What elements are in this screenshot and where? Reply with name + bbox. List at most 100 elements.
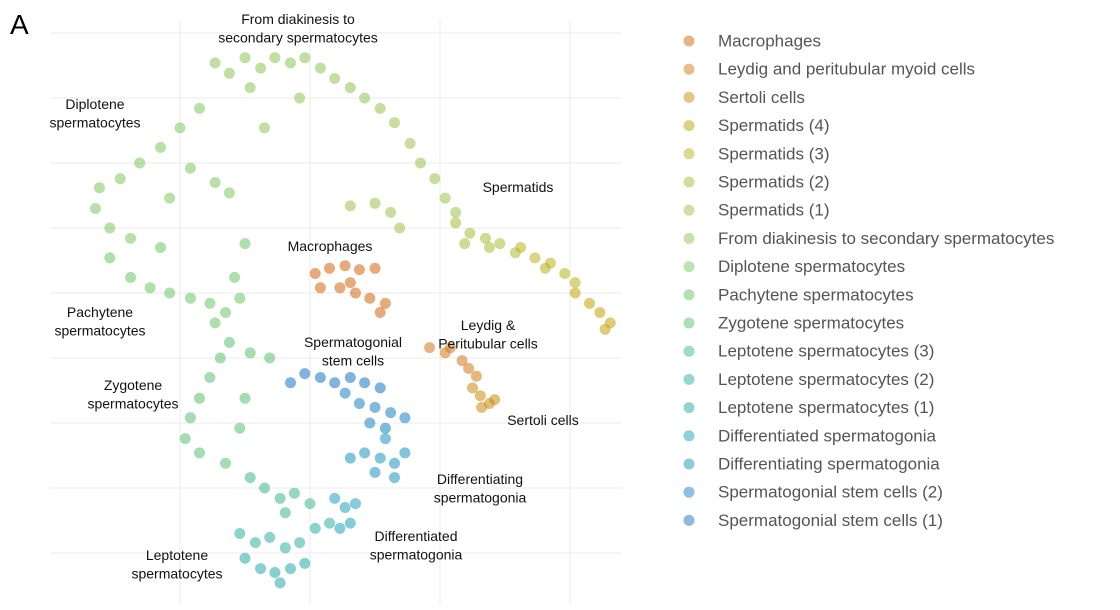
point	[144, 282, 156, 294]
point	[104, 222, 116, 234]
point	[285, 377, 296, 389]
point	[264, 531, 276, 543]
point	[125, 232, 137, 244]
point	[274, 492, 286, 504]
point	[334, 522, 346, 534]
point	[389, 457, 400, 469]
point	[359, 92, 371, 104]
point	[279, 542, 291, 554]
point	[184, 292, 196, 304]
point	[264, 352, 276, 364]
legend-label: Spermatids (1)	[718, 201, 829, 220]
annotation: Spermatogonial	[304, 334, 402, 350]
point	[309, 268, 321, 279]
legend-label: Leptotene spermatocytes (3)	[718, 342, 934, 361]
annotation: Pachytene	[67, 304, 133, 320]
annotation: Zygotene	[104, 377, 163, 393]
point	[509, 247, 521, 259]
point	[299, 557, 311, 569]
legend-marker	[683, 120, 695, 132]
annotation: Leydig &	[461, 317, 516, 333]
legend-label: Differentiated spermatogonia	[718, 426, 937, 445]
legend-marker	[683, 514, 695, 526]
point	[569, 277, 581, 289]
point	[259, 122, 270, 134]
point	[239, 392, 251, 404]
legend-marker	[683, 204, 695, 216]
point	[179, 433, 191, 445]
annotation: Differentiating	[437, 471, 523, 487]
point	[379, 422, 391, 434]
annotation: secondary spermatocytes	[218, 30, 378, 46]
point	[476, 401, 488, 413]
legend-marker	[683, 317, 695, 329]
point	[389, 117, 400, 129]
point	[439, 192, 451, 204]
point	[489, 394, 501, 406]
point	[474, 390, 486, 402]
annotation: spermatocytes	[131, 566, 222, 582]
point	[339, 387, 351, 399]
point	[344, 372, 356, 383]
legend-marker	[683, 402, 695, 414]
point	[125, 271, 137, 283]
point	[294, 92, 306, 104]
annotation: Sertoli cells	[507, 412, 579, 428]
point	[285, 57, 296, 69]
point	[369, 401, 381, 413]
point	[324, 517, 335, 529]
legend-marker	[683, 176, 695, 188]
point	[229, 271, 241, 283]
legend-marker	[683, 148, 695, 160]
legend-marker	[683, 458, 695, 470]
point	[114, 173, 126, 185]
point	[274, 577, 286, 589]
legend-label: Differentiating spermatogonia	[718, 454, 940, 473]
point	[314, 372, 326, 383]
point	[369, 466, 381, 478]
annotation: Spermatids	[483, 179, 554, 195]
legend-marker	[683, 232, 695, 244]
point	[249, 537, 261, 549]
annotation: spermatogonia	[370, 547, 463, 563]
legend-marker	[683, 63, 695, 75]
legend-marker	[683, 345, 695, 357]
point	[309, 522, 321, 534]
point	[450, 206, 462, 218]
legend-marker	[683, 91, 695, 103]
legend-label: Spermatids (4)	[718, 116, 829, 135]
point	[385, 206, 397, 218]
point	[344, 200, 356, 212]
point	[259, 482, 270, 494]
point	[184, 412, 196, 424]
point	[494, 238, 506, 250]
point	[209, 57, 221, 69]
point	[255, 62, 267, 74]
point	[255, 563, 267, 575]
point	[559, 268, 571, 279]
legend-marker	[683, 35, 695, 47]
legend-label: Spermatids (2)	[718, 172, 829, 191]
point	[463, 362, 475, 374]
point	[174, 122, 186, 134]
point	[234, 292, 246, 304]
point	[344, 82, 356, 94]
legend-label: Diplotene spermatocytes	[718, 257, 905, 276]
point	[359, 377, 371, 389]
legend-label: From diakinesis to secondary spermatocyt…	[718, 229, 1054, 248]
point	[389, 472, 400, 484]
point	[599, 323, 611, 335]
point	[223, 187, 235, 199]
point	[470, 370, 482, 382]
point	[194, 392, 205, 404]
point	[429, 173, 441, 185]
legend-marker	[683, 430, 695, 442]
point	[194, 102, 205, 114]
point	[234, 528, 246, 539]
legend-label: Spermatogonial stem cells (2)	[718, 483, 943, 502]
annotation: spermatogonia	[434, 490, 527, 506]
point	[104, 252, 116, 264]
point	[93, 182, 105, 194]
point	[379, 433, 391, 445]
